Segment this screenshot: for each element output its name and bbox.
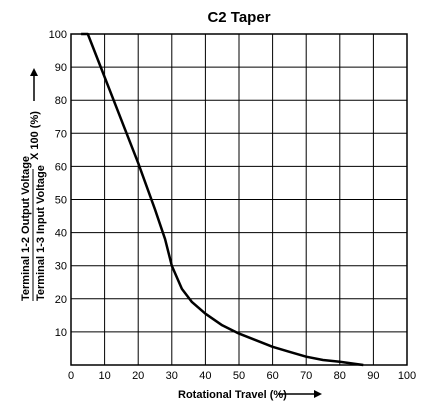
y-axis-arrow-icon	[30, 68, 38, 101]
x-tick-label: 10	[98, 370, 110, 382]
y-tick-label: 60	[55, 161, 67, 173]
x-tick-label: 80	[334, 370, 346, 382]
x-tick-label: 60	[266, 370, 278, 382]
y-tick-label: 70	[55, 128, 67, 140]
x-tick-label: 0	[68, 370, 74, 382]
y-tick-label: 10	[55, 327, 67, 339]
chart-title: C2 Taper	[207, 9, 270, 26]
chart-grid	[70, 33, 408, 366]
x-tick-label: 40	[199, 370, 211, 382]
x-tick-label: 70	[300, 370, 312, 382]
x-axis-label-group: Rotational Travel (%)	[178, 389, 322, 401]
y-axis-label-denominator: Terminal 1-3 Input Voltage	[35, 165, 47, 301]
y-axis-ticks: 10 20 30 40 50 60 70 80 90 100	[49, 29, 67, 339]
y-tick-label: 20	[55, 294, 67, 306]
x-axis-arrow-icon	[278, 390, 322, 398]
taper-curve	[81, 32, 364, 367]
y-tick-label: 100	[49, 29, 67, 41]
y-tick-label: 40	[55, 228, 67, 240]
y-tick-label: 90	[55, 62, 67, 74]
x-axis-label: Rotational Travel (%)	[178, 389, 287, 401]
y-tick-label: 80	[55, 95, 67, 107]
x-tick-label: 30	[166, 370, 178, 382]
y-tick-label: 30	[55, 261, 67, 273]
x-tick-label: 20	[132, 370, 144, 382]
x-tick-label: 90	[367, 370, 379, 382]
x-tick-label: 50	[233, 370, 245, 382]
y-axis-label-numerator: Terminal 1-2 Output Voltage	[20, 156, 32, 301]
y-tick-label: 50	[55, 195, 67, 207]
x-tick-label: 100	[398, 370, 416, 382]
x-axis-ticks: 0 10 20 30 40 50 60 70 80 90 100	[68, 370, 416, 382]
y-axis-label-multiplier: X 100 (%)	[29, 111, 41, 160]
y-axis-label-group: Terminal 1-2 Output Voltage Terminal 1-3…	[20, 68, 47, 301]
